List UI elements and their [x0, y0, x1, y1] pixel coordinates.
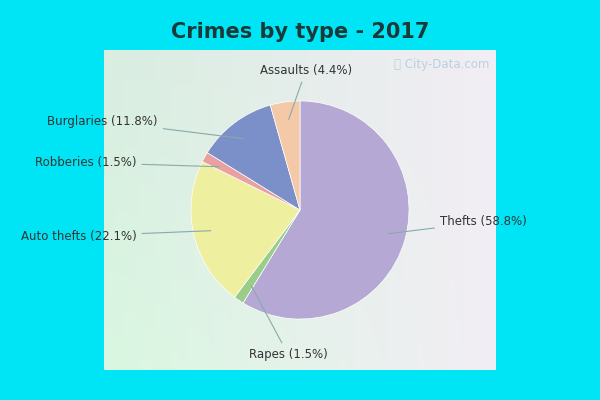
Text: Thefts (58.8%): Thefts (58.8%): [388, 215, 527, 234]
Wedge shape: [191, 162, 300, 297]
Text: Crimes by type - 2017: Crimes by type - 2017: [171, 22, 429, 42]
Text: Robberies (1.5%): Robberies (1.5%): [35, 156, 220, 169]
Text: Auto thefts (22.1%): Auto thefts (22.1%): [20, 230, 211, 242]
Wedge shape: [270, 101, 300, 210]
Wedge shape: [202, 153, 300, 210]
Wedge shape: [207, 105, 300, 210]
Text: Burglaries (11.8%): Burglaries (11.8%): [47, 115, 244, 139]
Text: Rapes (1.5%): Rapes (1.5%): [249, 286, 328, 361]
Wedge shape: [243, 101, 409, 319]
Wedge shape: [235, 210, 300, 303]
Text: ⓘ City-Data.com: ⓘ City-Data.com: [394, 58, 490, 71]
Text: Assaults (4.4%): Assaults (4.4%): [260, 64, 352, 119]
